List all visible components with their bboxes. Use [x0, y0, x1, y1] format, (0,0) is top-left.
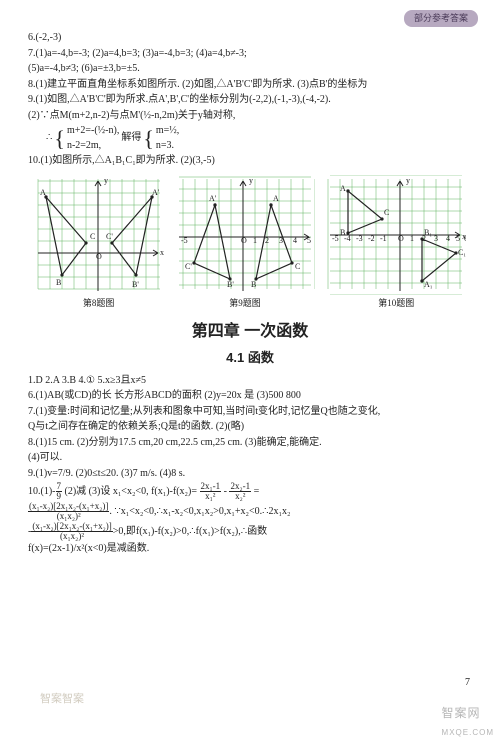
svg-text:y: y — [249, 176, 253, 185]
svg-text:x: x — [160, 248, 164, 257]
svg-text:A: A — [340, 184, 346, 193]
figure-caption: 第10题图 — [326, 297, 466, 310]
svg-text:1: 1 — [410, 234, 414, 243]
text-line: 8.(1)15 cm. (2)分别为17.5 cm,20 cm,22.5 cm,… — [28, 436, 472, 451]
text-line: Q与t之间存在确定的依赖关系;Q是t的函数. (2)(略) — [28, 420, 472, 435]
svg-text:3: 3 — [434, 234, 438, 243]
text-line: 10.(1)如图所示,△A₁B₁C₁即为所求. (2)(3,-5) — [28, 154, 472, 169]
text-line: f(x)=(2x-1)/x²(x<0)是减函数. — [28, 542, 472, 557]
text-line: 7.(1)变量:时间和记忆量;从列表和图象中可知,当时间t变化时,记忆量Q也随之… — [28, 405, 472, 420]
fraction: 2x₂-1x₂² — [229, 482, 251, 501]
svg-text:C': C' — [106, 232, 113, 241]
txt: (2)减 (3)设 x₁<x₂<0, f(x₁)-f(x₂)= — [62, 486, 197, 497]
text-line: (5)a=-4,b≠3; (6)a=±3,b=±5. — [28, 62, 472, 77]
grid-plot-8: A B C A' B' C' Ox y — [34, 175, 164, 295]
txt: - — [221, 486, 229, 497]
text-line: (4)可以. — [28, 451, 472, 466]
chapter-title: 第四章 一次函数 — [28, 320, 472, 343]
svg-text:C: C — [384, 208, 389, 217]
svg-text:1: 1 — [253, 236, 257, 245]
svg-text:-1: -1 — [380, 234, 387, 243]
svg-text:-5: -5 — [332, 234, 339, 243]
svg-text:A₁: A₁ — [424, 280, 433, 289]
svg-text:y: y — [104, 176, 108, 185]
brace-system: ∴ { m+2=-(½-n), n-2=2m, 解得 { m=½, n=3. — [28, 124, 472, 153]
svg-text:6: 6 — [464, 234, 466, 243]
svg-text:C₁: C₁ — [458, 248, 466, 257]
svg-text:A': A' — [152, 188, 160, 197]
svg-text:2: 2 — [265, 236, 269, 245]
svg-text:O: O — [398, 234, 404, 243]
watermark: 智案网 MXQE.COM — [442, 705, 494, 740]
text-line: (2)∵点M(m+2,n-2)与点M'(½-n,2m)关于y轴对称, — [28, 109, 472, 124]
figure-8: A B C A' B' C' Ox y 第8题图 — [34, 175, 164, 310]
svg-text:-4: -4 — [344, 234, 351, 243]
fraction: (x₁-x₂)[2x₁x₂-(x₁+x₂)](x₁x₂)² — [28, 502, 109, 521]
grid-plot-10: ABCA₁B₁C₁Oyx-5-4-3-2-1123456 — [326, 175, 466, 295]
figure-row: ABCA'B'C'Oxy 第8题图 ABCA'B'C'Oy12345-5 第9题… — [28, 175, 472, 310]
text-line: 8.(1)建立平面直角坐标系如图所示. (2)如图,△A'B'C'即为所求. (… — [28, 78, 472, 93]
text-line: 6.(-2,-3) — [28, 31, 472, 46]
svg-text:-2: -2 — [368, 234, 375, 243]
watermark-faint: 智案智案 — [40, 692, 84, 708]
svg-text:4: 4 — [293, 236, 297, 245]
fraction: (x₁-x₂)[2x₁x₂-(x₁+x₂)](x₁x₂)² — [31, 522, 112, 541]
brace-icon: { — [143, 133, 154, 145]
svg-text:2: 2 — [422, 234, 426, 243]
txt: = — [251, 486, 259, 497]
svg-text:3: 3 — [279, 236, 283, 245]
svg-text:B': B' — [227, 280, 234, 289]
svg-text:y: y — [406, 176, 410, 185]
text-line-10b: 10.(1)-79 (2)减 (3)设 x₁<x₂<0, f(x₁)-f(x₂)… — [28, 482, 472, 501]
brace-icon: { — [54, 133, 65, 145]
text-line: 9.(1)v=7/9. (2)0≤t≤20. (3)7 m/s. (4)8 s. — [28, 467, 472, 482]
svg-text:C: C — [295, 262, 300, 271]
text-line: 6.(1)AB(或CD)的长 长方形ABCD的面积 (2)y=20x 是 (3)… — [28, 389, 472, 404]
page-number: 7 — [465, 676, 470, 691]
svg-text:-5: -5 — [181, 236, 188, 245]
svg-text:5: 5 — [456, 234, 460, 243]
svg-text:A: A — [40, 188, 46, 197]
svg-text:B: B — [56, 278, 61, 287]
svg-text:C': C' — [185, 262, 192, 271]
figure-caption: 第8题图 — [34, 297, 164, 310]
svg-text:A': A' — [209, 194, 217, 203]
grid-plot-9: A B C A' B' C' Oy 12 3 4 5 -5 — [175, 175, 315, 295]
svg-text:A: A — [273, 194, 279, 203]
txt: >0,即f(x₁)-f(x₂)>0,∴f(x₁)>f(x₂),∴函数 — [113, 526, 267, 537]
figure-9: A B C A' B' C' Oy 12 3 4 5 -5 第9题图 — [175, 175, 315, 310]
eq-line: m+2=-(½-n), — [67, 124, 119, 139]
svg-text:4: 4 — [446, 234, 450, 243]
text-line-frac: (x₁-x₂)[2x₁x₂-(x₁+x₂)](x₁x₂)². ∵x₁<x₂<0,… — [28, 502, 472, 521]
text-line: 1.D 2.A 3.B 4.① 5.x≥3且x≠5 — [28, 374, 472, 389]
txt: . ∵x₁<x₂<0,∴x₁-x₂<0,x₁x₂>0,x₁+x₂<0.∴2x₁x… — [109, 506, 290, 517]
svg-text:-3: -3 — [356, 234, 363, 243]
section-title: 4.1 函数 — [28, 349, 472, 368]
eq-line: m=½, — [156, 124, 179, 139]
svg-text:B': B' — [132, 280, 139, 289]
header-tag: 部分参考答案 — [404, 10, 478, 27]
svg-text:O: O — [96, 252, 102, 261]
figure-10: ABCA₁B₁C₁Oyx-5-4-3-2-1123456 第10题图 — [326, 175, 466, 310]
svg-text:C: C — [90, 232, 95, 241]
figure-caption: 第9题图 — [175, 297, 315, 310]
text-line: 9.(1)如图,△A'B'C'即为所求.点A',B',C'的坐标分别为(-2,2… — [28, 93, 472, 108]
svg-text:5: 5 — [307, 236, 311, 245]
text-line: 7.(1)a=-4,b=-3; (2)a=4,b=3; (3)a=-4,b=3;… — [28, 47, 472, 62]
fraction: 2x₁-1x₁² — [200, 482, 222, 501]
solve-label: 解得 — [121, 131, 141, 146]
svg-text:B: B — [251, 280, 256, 289]
svg-text:O: O — [241, 236, 247, 245]
text-line-frac2: -(x₁-x₂)[2x₁x₂-(x₁+x₂)](x₁x₂)²>0,即f(x₁)-… — [28, 522, 472, 541]
txt: 10.(1)- — [28, 486, 56, 497]
eq-line: n-2=2m, — [67, 139, 119, 154]
eq-line: n=3. — [156, 139, 179, 154]
therefore: ∴ — [46, 131, 52, 146]
